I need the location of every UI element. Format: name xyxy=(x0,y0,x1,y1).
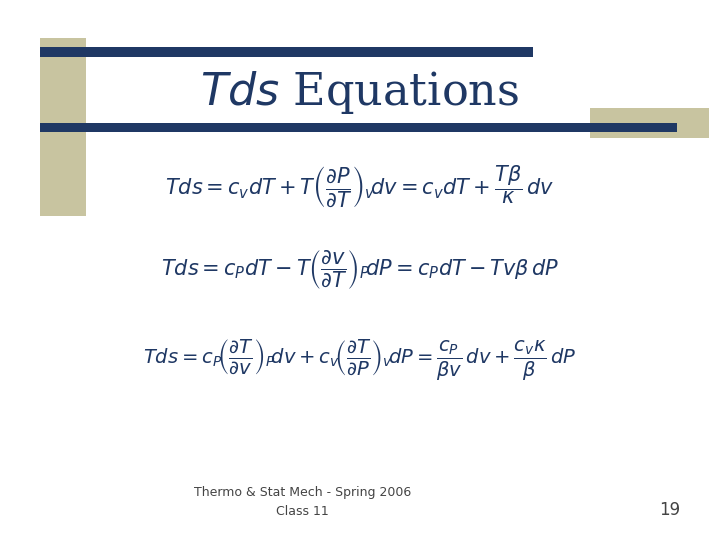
Text: $\mathit{Tds}$ Equations: $\mathit{Tds}$ Equations xyxy=(200,69,520,117)
Text: 19: 19 xyxy=(659,501,680,519)
Bar xyxy=(40,38,86,216)
Bar xyxy=(590,108,709,138)
Text: $Tds = c_{v}dT + T\left(\dfrac{\partial P}{\partial T}\right)_{v}\! dv = c_{v}dT: $Tds = c_{v}dT + T\left(\dfrac{\partial … xyxy=(166,164,554,209)
Bar xyxy=(40,47,533,57)
Text: Thermo & Stat Mech - Spring 2006
Class 11: Thermo & Stat Mech - Spring 2006 Class 1… xyxy=(194,486,411,518)
Text: $Tds = c_{P}\!\left(\dfrac{\partial T}{\partial v}\right)_{P}\! dv + c_{v}\!\lef: $Tds = c_{P}\!\left(\dfrac{\partial T}{\… xyxy=(143,336,577,382)
Bar xyxy=(40,123,677,132)
Text: $Tds = c_{P}dT - T\left(\dfrac{\partial v}{\partial T}\right)_{P}\! dP = c_{P}dT: $Tds = c_{P}dT - T\left(\dfrac{\partial … xyxy=(161,248,559,292)
